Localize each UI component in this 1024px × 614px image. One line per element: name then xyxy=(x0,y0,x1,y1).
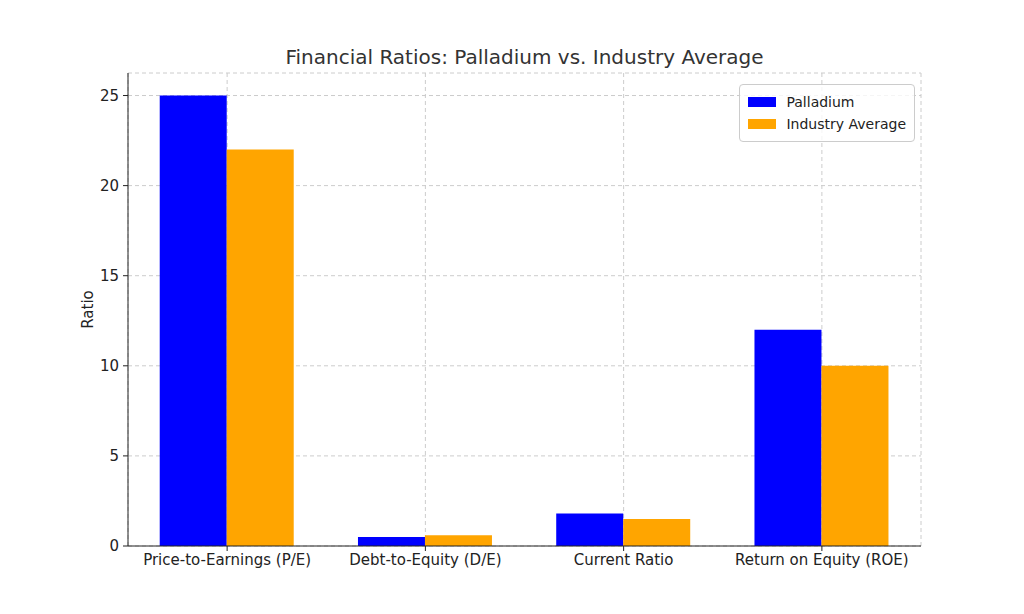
svg-text:15: 15 xyxy=(100,267,119,285)
html-text:Financial Ratios: Palladium vs: Financial Ratios: Palladium vs. Industry… xyxy=(285,45,764,69)
svg-text:Price-to-Earnings (P/E): Price-to-Earnings (P/E) xyxy=(143,551,311,569)
svg-text:25: 25 xyxy=(100,87,119,105)
svg-text:Debt-to-Equity (D/E): Debt-to-Equity (D/E) xyxy=(349,551,501,569)
svg-text:Ratio: Ratio xyxy=(79,290,97,329)
svg-text:0: 0 xyxy=(109,537,119,555)
svg-text:Current Ratio: Current Ratio xyxy=(574,551,674,569)
svg-text:Return on Equity (ROE): Return on Equity (ROE) xyxy=(735,551,909,569)
html-text:Palladium: Palladium xyxy=(786,94,855,110)
svg-text:20: 20 xyxy=(100,177,119,195)
svg-text:10: 10 xyxy=(100,357,119,375)
svg-text:5: 5 xyxy=(109,447,119,465)
html-text:Industry Average: Industry Average xyxy=(786,116,906,132)
